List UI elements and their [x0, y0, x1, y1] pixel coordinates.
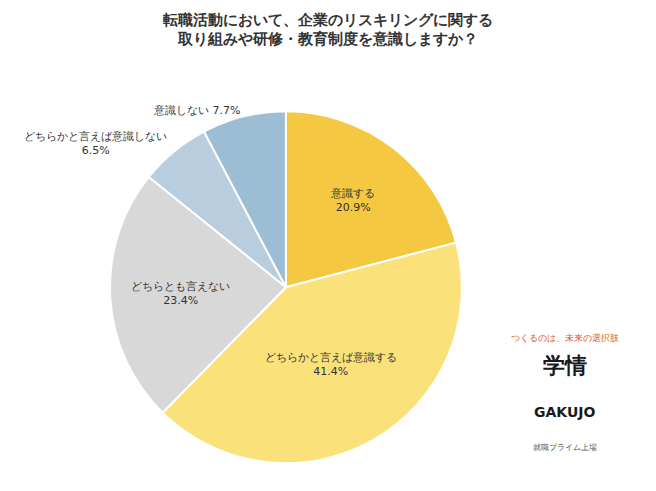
svg-text:意識する20.9%: 意識する20.9% — [330, 187, 375, 214]
svg-text:つくるのは、未来の選択肢: つくるのは、未来の選択肢 — [511, 333, 619, 343]
svg-text:学情: 学情 — [543, 353, 587, 378]
svg-text:どちらかと言えば意識する41.4%: どちらかと言えば意識する41.4% — [265, 351, 397, 378]
svg-text:どちらかと言えば意識しない6.5%: どちらかと言えば意識しない6.5% — [24, 130, 167, 157]
svg-text:どちらとも言えない23.4%: どちらとも言えない23.4% — [131, 280, 230, 307]
svg-text:意識しない 7.7%: 意識しない 7.7% — [153, 104, 240, 117]
svg-text:GAKUJO: GAKUJO — [534, 404, 596, 420]
svg-text:転職活動において、企業のリスキリングに関する取り組みや研修・: 転職活動において、企業のリスキリングに関する取り組みや研修・教育制度を意識します… — [163, 11, 493, 49]
svg-text:就職プライム上場: 就職プライム上場 — [533, 443, 597, 452]
